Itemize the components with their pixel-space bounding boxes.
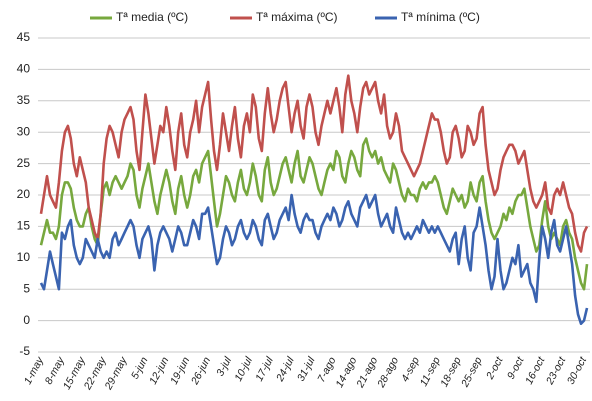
y-tick-label: 40 — [17, 62, 31, 76]
x-tick-label: 30-oct — [565, 354, 590, 386]
x-tick-label: 23-oct — [543, 354, 568, 387]
legend-label: Tª mínima (ºC) — [401, 10, 480, 24]
x-tick-label: 24-jul — [274, 354, 297, 384]
y-tick-label: 0 — [23, 313, 30, 327]
y-tick-label: 20 — [17, 187, 31, 201]
x-tick-label: 9-oct — [505, 354, 527, 381]
y-tick-label: -5 — [19, 344, 30, 358]
series-line — [39, 74, 589, 253]
series-line — [39, 137, 589, 291]
x-tick-label: 3-jul — [214, 354, 234, 378]
y-tick-label: 25 — [17, 156, 31, 170]
legend-label: Tª media (ºC) — [116, 10, 188, 24]
y-tick-label: 30 — [17, 124, 31, 138]
y-tick-label: 15 — [17, 219, 31, 233]
x-tick-label: 5-jun — [129, 355, 151, 381]
legend-label: Tª máxima (ºC) — [256, 10, 338, 24]
y-tick-label: 5 — [23, 281, 30, 295]
x-tick-label: 17-jul — [253, 354, 276, 383]
series-line — [39, 193, 589, 325]
y-tick-label: 10 — [17, 250, 31, 264]
y-tick-label: 35 — [17, 93, 31, 107]
x-tick-label: 10-jul — [232, 354, 255, 383]
x-tick-label: 2-oct — [484, 354, 507, 382]
y-tick-label: 45 — [17, 30, 31, 44]
x-tick-label: 26-jun — [188, 355, 213, 387]
